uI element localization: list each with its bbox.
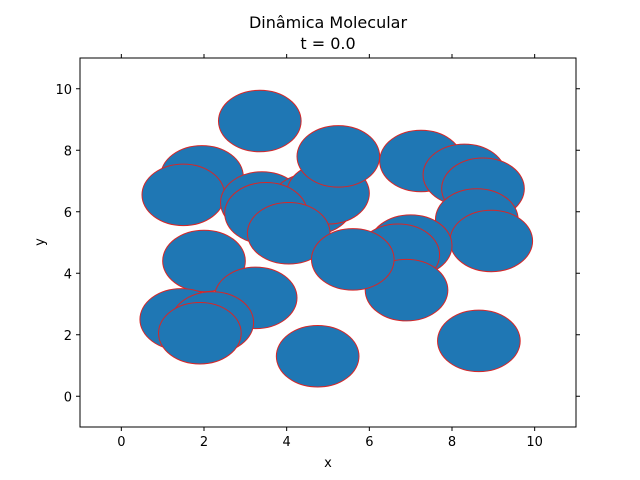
- y-tick-label-2: 2: [64, 329, 72, 344]
- chart-title-line-2: t = 0.0: [300, 34, 355, 53]
- x-tick-label-8: 8: [448, 435, 456, 450]
- y-tick-label-0: 0: [64, 390, 72, 405]
- particle-14: [449, 209, 534, 273]
- particles-layer: [139, 89, 534, 388]
- x-axis-label: x: [324, 456, 332, 471]
- plot-frame: [79, 57, 577, 428]
- chart-title-line-1: Dinâmica Molecular: [249, 13, 408, 32]
- particle-18: [310, 228, 395, 291]
- axis-ticks: 0 2 4 6 8 10 0 2 4 6 8 10: [55, 54, 580, 450]
- particle-3: [141, 163, 226, 227]
- x-tick-label-10: 10: [526, 435, 543, 450]
- y-tick-label-4: 4: [64, 267, 72, 282]
- particle-7: [296, 125, 381, 188]
- x-tick-label-2: 2: [200, 435, 208, 450]
- particle-1: [217, 89, 302, 153]
- particle-19: [162, 229, 246, 293]
- particle-25: [437, 309, 521, 373]
- x-tick-label-6: 6: [365, 435, 373, 450]
- x-tick-label-0: 0: [117, 435, 125, 450]
- particle-24: [275, 325, 360, 388]
- y-tick-label-8: 8: [64, 144, 72, 159]
- y-tick-label-6: 6: [64, 206, 72, 221]
- y-axis-label: y: [33, 238, 48, 246]
- particle-23: [158, 301, 242, 365]
- x-tick-label-4: 4: [283, 435, 291, 450]
- y-tick-label-10: 10: [55, 83, 72, 98]
